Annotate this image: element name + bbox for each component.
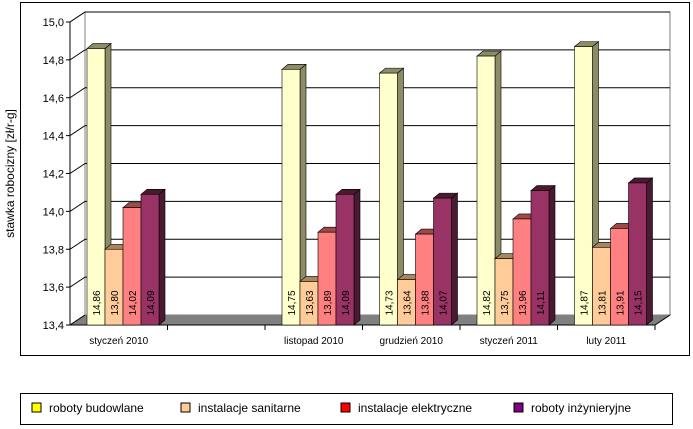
data-label: 13,88 bbox=[421, 290, 432, 315]
bar bbox=[574, 46, 593, 326]
legend-label: instalacje elektryczne bbox=[358, 401, 472, 415]
data-label: 13,64 bbox=[403, 290, 414, 315]
bar-side bbox=[158, 188, 166, 326]
bar-side bbox=[548, 184, 556, 326]
data-label: 13,96 bbox=[518, 290, 529, 315]
y-tick-label: 15,0 bbox=[43, 17, 64, 29]
data-label: 13,75 bbox=[500, 290, 511, 315]
y-tick-label: 13,4 bbox=[43, 320, 64, 332]
data-label: 14,09 bbox=[146, 290, 157, 315]
legend bbox=[20, 393, 673, 425]
x-tick-label: styczeń 2011 bbox=[480, 336, 539, 347]
data-label: 14,87 bbox=[580, 290, 591, 315]
x-tick-label: luty 2011 bbox=[586, 336, 626, 347]
legend-label: instalacje sanitarne bbox=[198, 401, 301, 415]
x-tick-label: styczeń 2010 bbox=[89, 336, 148, 347]
legend-swatch bbox=[180, 402, 191, 413]
data-label: 13,91 bbox=[616, 290, 627, 315]
gridline-diagonal bbox=[69, 163, 86, 174]
bar bbox=[379, 72, 398, 326]
y-tick-label: 14,0 bbox=[43, 206, 64, 218]
data-label: 14,15 bbox=[634, 290, 645, 315]
gridline-diagonal bbox=[69, 314, 86, 326]
gridline-diagonal bbox=[69, 276, 86, 288]
legend-swatch bbox=[340, 402, 351, 413]
data-label: 14,07 bbox=[439, 290, 450, 315]
gridline-diagonal bbox=[69, 49, 86, 61]
data-label: 13,89 bbox=[323, 290, 334, 315]
gridline-diagonal bbox=[69, 87, 86, 99]
legend-swatch bbox=[513, 402, 524, 413]
data-label: 14,02 bbox=[128, 290, 139, 315]
y-tick-label: 14,6 bbox=[43, 93, 64, 105]
y-axis-label: stawka robocizny [zł/r-g] bbox=[3, 109, 17, 238]
data-label: 14,09 bbox=[341, 290, 352, 315]
bar-side bbox=[353, 188, 361, 326]
bar bbox=[86, 48, 106, 326]
bar bbox=[530, 190, 550, 326]
data-label: 14,11 bbox=[536, 290, 547, 315]
gridline-diagonal bbox=[69, 200, 86, 212]
x-tick-label: listopad 2010 bbox=[284, 336, 344, 347]
bar bbox=[140, 194, 160, 326]
y-tick-label: 13,6 bbox=[43, 282, 64, 294]
bar bbox=[433, 197, 452, 326]
legend-swatch bbox=[31, 402, 42, 413]
data-label: 14,82 bbox=[482, 290, 493, 315]
bar bbox=[628, 182, 647, 326]
data-label: 13,63 bbox=[305, 290, 316, 315]
data-label: 14,86 bbox=[92, 290, 103, 315]
bar bbox=[476, 55, 496, 326]
gridline-diagonal bbox=[69, 238, 86, 250]
y-tick-label: 14,2 bbox=[43, 169, 64, 181]
data-label: 13,80 bbox=[110, 290, 121, 315]
bar bbox=[335, 194, 355, 326]
y-tick-label: 13,8 bbox=[43, 244, 64, 256]
data-label: 14,75 bbox=[287, 290, 298, 315]
y-tick-label: 14,4 bbox=[43, 131, 64, 143]
floor-edge bbox=[654, 314, 671, 326]
gridline-diagonal bbox=[69, 125, 86, 137]
bar-side bbox=[646, 177, 653, 326]
gridline-diagonal bbox=[69, 11, 86, 23]
legend-label: roboty inżynieryjne bbox=[531, 401, 631, 415]
bar-side bbox=[451, 192, 458, 326]
x-tick-label: grudzień 2010 bbox=[380, 336, 444, 347]
data-label: 13,81 bbox=[598, 290, 609, 315]
bar bbox=[281, 69, 301, 326]
y-tick-label: 14,8 bbox=[43, 55, 64, 67]
data-label: 14,73 bbox=[385, 290, 396, 315]
legend-label: roboty budowlane bbox=[49, 401, 144, 415]
